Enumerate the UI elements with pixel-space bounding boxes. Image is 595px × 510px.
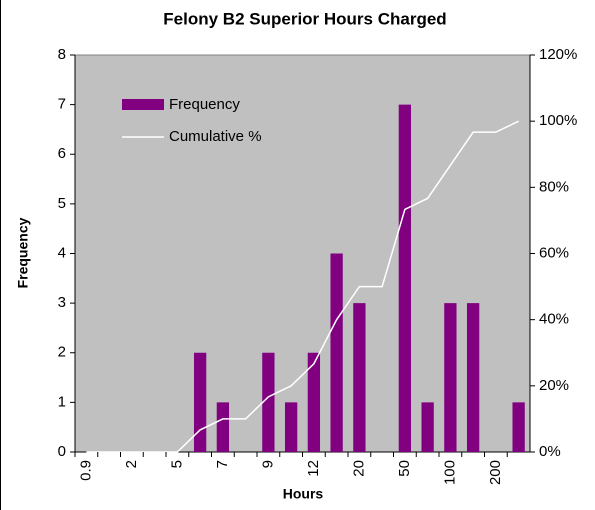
bar [307,352,321,452]
bar [262,352,275,452]
x-tick-label: 7 [214,460,231,468]
legend-label: Cumulative % [169,128,262,145]
y2-tick-label: 60% [539,244,569,261]
bar [353,303,366,452]
y2-tick-label: 0% [539,443,561,460]
y2-tick-label: 20% [539,377,569,394]
bar [466,303,480,452]
y2-tick-label: 100% [539,112,577,129]
bar [216,402,230,452]
y2-tick-label: 120% [539,46,577,63]
y-axis-label: Frequency [15,217,31,288]
x-tick-label: 50 [396,460,413,477]
y-tick-label: 1 [58,393,66,410]
y-tick-label: 3 [58,294,66,311]
x-axis-label: Hours [283,486,324,502]
y-tick-label: 7 [58,96,66,113]
y-tick-label: 6 [58,145,66,162]
bar [193,352,207,452]
legend-label: Frequency [169,96,240,113]
x-tick-label: 5 [168,460,185,468]
x-tick-label: 0.9 [77,460,94,481]
legend-swatch [122,99,164,110]
x-tick-label: 2 [123,460,140,468]
y2-tick-label: 40% [539,311,569,328]
cumulative-line [86,120,519,453]
x-tick-label: 12 [305,460,322,477]
plot-area [74,54,531,453]
bar [330,253,343,452]
y-tick-label: 0 [58,443,66,460]
y-tick-label: 4 [58,244,66,261]
chart-title: Felony B2 Superior Hours Charged [163,9,446,28]
x-tick-label: 20 [350,460,367,477]
x-tick-label: 100 [441,460,458,485]
y-tick-label: 2 [58,344,66,361]
x-tick-label: 200 [487,460,504,485]
x-tick-label: 9 [259,460,276,468]
y-tick-label: 8 [58,46,66,63]
y2-tick-label: 80% [539,178,569,195]
bar [512,402,525,452]
bar [398,104,412,452]
y-tick-label: 5 [58,195,66,212]
bar [444,303,457,452]
bar [284,402,298,452]
bar [421,402,434,452]
